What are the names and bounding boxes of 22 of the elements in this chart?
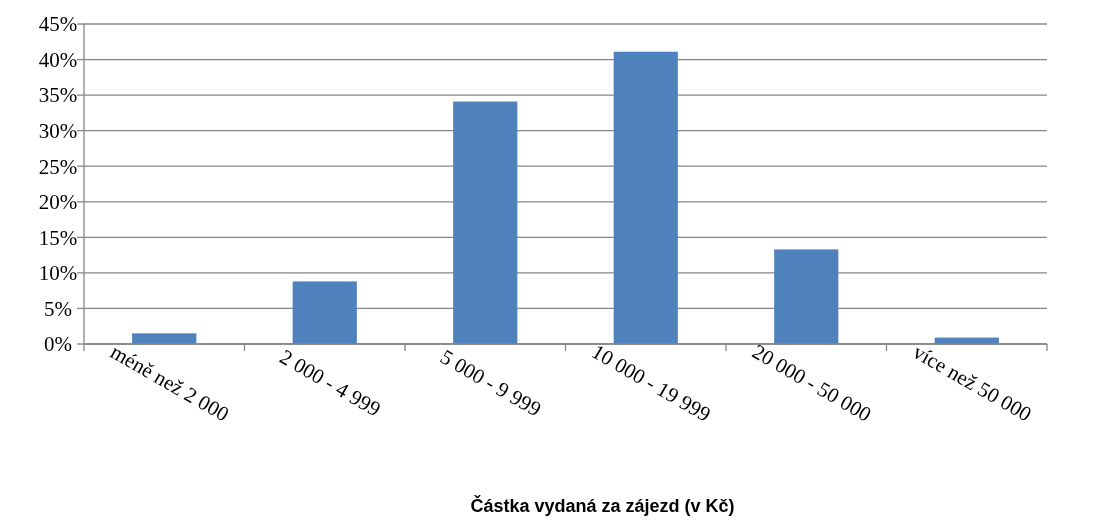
y-tick-label: 20%: [38, 190, 78, 215]
x-tick-label: méně než 2 000: [106, 339, 234, 427]
y-tick-label: 35%: [38, 83, 78, 108]
y-tick-label: 15%: [38, 225, 78, 250]
x-tick-label: 2 000 - 4 999: [275, 344, 385, 422]
bar: [774, 249, 839, 344]
bar: [453, 101, 518, 344]
bar: [613, 51, 678, 344]
bar: [292, 281, 357, 344]
x-tick-label: 20 000 - 50 000: [748, 339, 876, 427]
y-tick-label: 30%: [38, 119, 78, 144]
x-tick-label: 10 000 - 19 999: [587, 339, 715, 427]
x-axis-title: Částka vydaná za zájezd (v Kč): [470, 495, 735, 516]
bar: [132, 333, 197, 344]
y-tick-label: 45%: [38, 12, 78, 37]
y-tick-label: 40%: [38, 47, 78, 72]
y-tick-label: 5%: [44, 296, 72, 321]
y-tick-label: 25%: [38, 154, 78, 179]
x-tick-label: více než 50 000: [908, 339, 1036, 427]
y-tick-label: 10%: [38, 261, 78, 286]
x-tick-label: 5 000 - 9 999: [436, 344, 546, 422]
y-tick-label: 0%: [44, 332, 72, 357]
